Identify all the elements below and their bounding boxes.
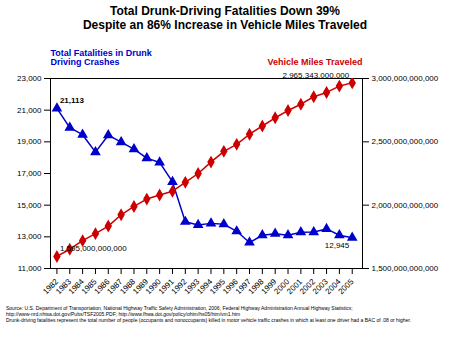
svg-text:1,595,000,000,000: 1,595,000,000,000 — [60, 244, 127, 253]
svg-text:3,000,000,000,000: 3,000,000,000,000 — [372, 74, 439, 83]
svg-text:Vehicle Miles Traveled: Vehicle Miles Traveled — [267, 57, 362, 67]
html-text:Source: U.S. Department of Tra: Source: U.S. Department of Transportatio… — [6, 305, 412, 323]
svg-text:1990: 1990 — [143, 277, 163, 297]
svg-text:1993: 1993 — [182, 277, 202, 297]
svg-text:1992: 1992 — [169, 277, 189, 297]
svg-text:1997: 1997 — [233, 277, 253, 297]
svg-text:1996: 1996 — [220, 277, 240, 297]
svg-text:1995: 1995 — [208, 277, 228, 297]
svg-text:2,965,343,000,000: 2,965,343,000,000 — [282, 71, 349, 80]
svg-text:12,945: 12,945 — [325, 241, 350, 250]
svg-text:1994: 1994 — [195, 277, 215, 297]
svg-text:17,000: 17,000 — [17, 169, 42, 178]
svg-text:1999: 1999 — [259, 277, 279, 297]
svg-text:Total Fatalities in DrunkDrivi: Total Fatalities in DrunkDriving Crashes — [51, 48, 153, 67]
svg-text:11,000: 11,000 — [18, 264, 42, 273]
svg-text:21,113: 21,113 — [60, 96, 85, 105]
svg-text:1988: 1988 — [118, 277, 138, 297]
svg-text:2,500,000,000,000: 2,500,000,000,000 — [372, 137, 439, 146]
svg-text:1987: 1987 — [105, 277, 125, 297]
svg-text:21,000: 21,000 — [17, 106, 42, 115]
svg-text:1983: 1983 — [54, 277, 73, 297]
svg-text:1989: 1989 — [131, 277, 150, 297]
html-text:Total Drunk-Driving Fatalities: Total Drunk-Driving Fatalities Down 39% … — [82, 4, 368, 32]
svg-text:15,000: 15,000 — [17, 201, 42, 210]
svg-text:2005: 2005 — [337, 277, 356, 296]
svg-text:19,000: 19,000 — [17, 137, 42, 146]
svg-text:2003: 2003 — [310, 277, 330, 297]
svg-text:1991: 1991 — [156, 277, 176, 297]
svg-text:1986: 1986 — [92, 277, 112, 297]
svg-text:1998: 1998 — [246, 277, 266, 297]
svg-text:1,500,000,000,000: 1,500,000,000,000 — [372, 264, 439, 273]
svg-text:2000: 2000 — [272, 277, 292, 297]
svg-text:1984: 1984 — [66, 277, 86, 297]
svg-text:2004: 2004 — [323, 277, 343, 297]
svg-text:23,000: 23,000 — [17, 74, 42, 83]
svg-text:2001: 2001 — [285, 277, 305, 297]
svg-text:2002: 2002 — [298, 277, 317, 297]
svg-text:1982: 1982 — [41, 277, 61, 297]
svg-text:1985: 1985 — [79, 277, 99, 297]
svg-text:2,000,000,000,000: 2,000,000,000,000 — [372, 201, 439, 210]
svg-text:13,000: 13,000 — [17, 232, 42, 241]
